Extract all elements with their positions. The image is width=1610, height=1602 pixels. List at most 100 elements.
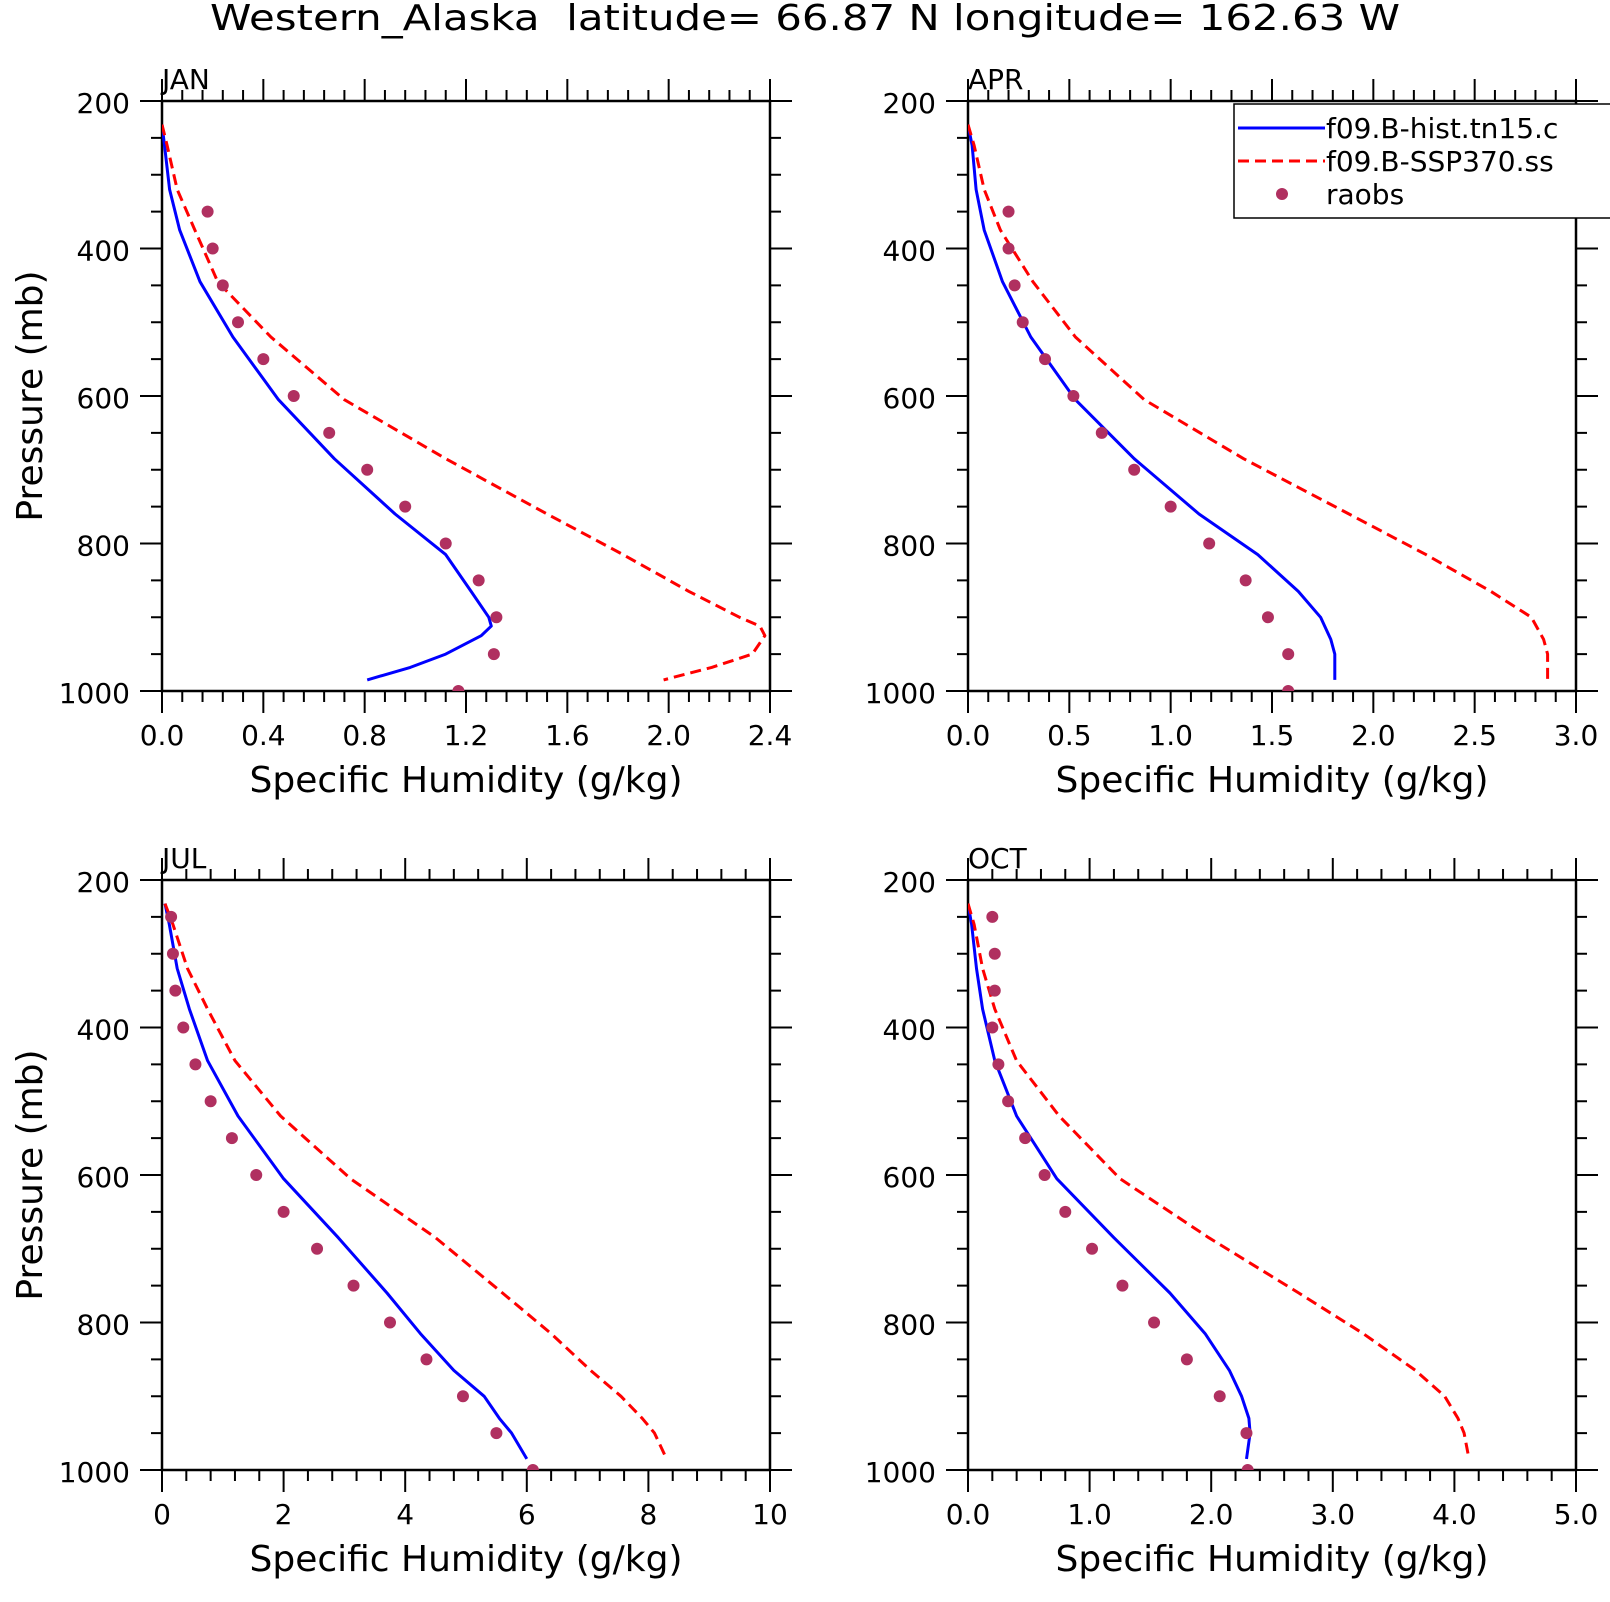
x-axis-label: Specific Humidity (g/kg) (249, 1539, 682, 1580)
plot-frame (966, 878, 1578, 1472)
raobs-point (1016, 316, 1029, 329)
raobs-point (1095, 426, 1108, 439)
y-tick-label: 600 (77, 382, 130, 415)
x-tick-label: 2.5 (1452, 719, 1497, 752)
x-tick-label: 3.0 (1554, 719, 1599, 752)
x-tick-label: 0.4 (241, 719, 286, 752)
x-tick-label: 3.0 (1311, 1498, 1356, 1531)
raobs-point (1261, 611, 1274, 624)
ssp370-line (162, 124, 767, 682)
x-tick-label: 4.0 (1432, 1498, 1477, 1531)
panel-apr: 200 400 600 800 1000 0.0 0.5 1.0 1.5 2.0 2.5 3.0 APR… (865, 63, 1599, 801)
x-tick-label: 2.0 (1351, 719, 1396, 752)
y-tick-label: 400 (883, 1014, 936, 1047)
raobs-point (1180, 1353, 1193, 1366)
y-axis-label: Pressure (mb) (10, 1049, 51, 1300)
panel-title: JUL (160, 842, 207, 875)
y-tick-label: 200 (883, 87, 936, 120)
series-group (162, 124, 767, 691)
x-tick-label: 0.0 (140, 719, 185, 752)
y-tick-label: 1000 (59, 1456, 130, 1489)
raobs-point (1002, 1095, 1015, 1108)
y-tick-label: 600 (77, 1161, 130, 1194)
raobs-point (1039, 353, 1052, 366)
raobs-point (420, 1353, 433, 1366)
ssp370-line (968, 903, 1471, 1460)
x-tick-label: 8 (639, 1498, 657, 1531)
raobs-point (1059, 1205, 1072, 1218)
raobs-point (399, 500, 412, 513)
hist-line (968, 124, 1337, 680)
raobs-point (1282, 685, 1295, 691)
raobs-point (1067, 390, 1080, 402)
raobs-point (1164, 500, 1177, 513)
raobs-point (1038, 1169, 1051, 1181)
x-tick-label: 1.0 (1148, 719, 1193, 752)
plot-frame (160, 99, 772, 693)
y-tick-label: 200 (883, 866, 936, 899)
y-tick-label: 400 (77, 1014, 130, 1047)
raobs-point (165, 910, 178, 923)
legend-marker (1276, 188, 1288, 200)
x-tick-label: 1.2 (444, 719, 489, 752)
raobs-point (206, 242, 219, 255)
raobs-point (1148, 1316, 1161, 1329)
raobs-point (250, 1169, 263, 1181)
panels: 200 400 600 800 1000 0.0 0.4 0.8 1.2 1.6 2.0 2.4 JAN… (10, 63, 1598, 1580)
x-tick-label: 10 (752, 1498, 788, 1531)
series-group (968, 124, 1550, 691)
raobs-point (1203, 537, 1216, 550)
raobs-point (1128, 463, 1141, 476)
x-tick-label: 0.0 (946, 1498, 991, 1531)
hist-line (968, 903, 1252, 1460)
x-tick-label: 6 (518, 1498, 536, 1531)
y-tick-label: 800 (77, 530, 130, 563)
raobs-point (216, 279, 229, 292)
x-tick-label: 0 (153, 1498, 171, 1531)
legend-entry: raobs (1276, 178, 1404, 211)
x-tick-label: 2.0 (646, 719, 691, 752)
raobs-point (347, 1279, 360, 1292)
y-tick-label: 800 (883, 530, 936, 563)
raobs-point (1239, 574, 1252, 587)
legend-label: f09.B-hist.tn15.c (1326, 112, 1558, 145)
ssp370-line (163, 903, 668, 1460)
raobs-point (490, 611, 503, 624)
raobs-point (456, 1390, 469, 1403)
legend-entry: f09.B-hist.tn15.c (1238, 112, 1558, 145)
y-tick-label: 400 (883, 235, 936, 268)
x-tick-label: 1.0 (1067, 1498, 1112, 1531)
raobs-point (189, 1058, 202, 1071)
x-tick-label: 0.0 (946, 719, 991, 752)
raobs-point (232, 316, 244, 329)
y-tick-label: 400 (77, 235, 130, 268)
raobs-point (439, 537, 452, 550)
y-tick-label: 800 (883, 1309, 936, 1342)
raobs-point (986, 910, 999, 923)
legend-entry: f09.B-SSP370.ss (1238, 145, 1554, 178)
x-axis-label: Specific Humidity (g/kg) (1055, 1539, 1488, 1580)
raobs-point (988, 984, 1001, 997)
x-tick-label: 0.8 (342, 719, 387, 752)
raobs-point (257, 353, 270, 366)
hist-line (163, 903, 529, 1460)
y-tick-label: 600 (883, 382, 936, 415)
x-tick-label: 5.0 (1554, 1498, 1599, 1531)
raobs-point (490, 1427, 503, 1440)
legend-label: raobs (1326, 178, 1404, 211)
raobs-point (1086, 1242, 1099, 1255)
x-tick-label: 4 (396, 1498, 414, 1531)
panel-oct: 200 400 600 800 1000 0.0 1.0 2.0 3.0 4.0 5.0 OCT Spe… (865, 842, 1599, 1580)
raobs-point (986, 1021, 999, 1034)
x-tick-label: 0.5 (1047, 719, 1092, 752)
x-tick-label: 2.4 (748, 719, 793, 752)
hist-line (162, 124, 493, 682)
panel-title: JAN (160, 63, 210, 96)
x-tick-label: 2 (275, 1498, 293, 1531)
y-axis-label: Pressure (mb) (10, 270, 51, 521)
series-group (968, 903, 1471, 1470)
raobs-point (1002, 205, 1015, 218)
panel-title: APR (968, 63, 1024, 96)
